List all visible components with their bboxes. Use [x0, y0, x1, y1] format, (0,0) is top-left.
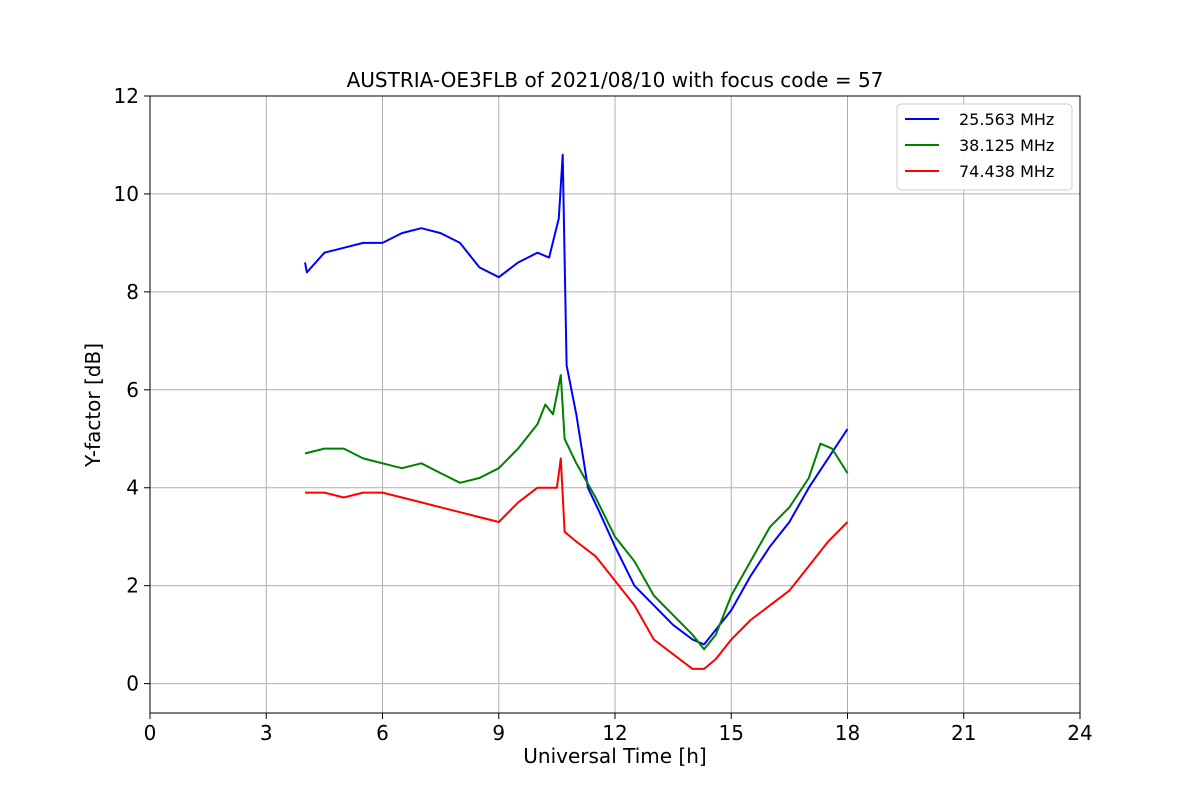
series-line-1: [304, 374, 849, 651]
legend-label: 74.438 MHz: [959, 162, 1054, 181]
legend-label: 25.563 MHz: [959, 110, 1054, 129]
x-tick-label: 24: [1067, 721, 1092, 745]
legend-box: [896, 103, 1073, 191]
y-tick-label: 10: [114, 182, 139, 206]
x-tick-label: 12: [602, 721, 627, 745]
x-tick-label: 9: [492, 721, 505, 745]
y-axis-label: Y-factor [dB]: [81, 343, 105, 468]
series-line-2: [305, 457, 849, 670]
x-axis-label: Universal Time [h]: [523, 744, 706, 768]
series-line-0: [304, 153, 849, 646]
y-tick-label: 6: [126, 378, 139, 402]
legend: 25.563 MHz 38.125 MHz 74.438 MHz: [896, 103, 1073, 191]
x-tick-label: 21: [951, 721, 976, 745]
x-tick-label: 15: [719, 721, 744, 745]
series-layer: [304, 153, 849, 670]
x-tick-label: 18: [835, 721, 860, 745]
y-tick-label: 2: [126, 574, 139, 598]
y-tick-label: 0: [126, 672, 139, 696]
x-tick-label: 0: [144, 721, 157, 745]
chart-title: AUSTRIA-OE3FLB of 2021/08/10 with focus …: [347, 68, 884, 92]
y-tick-label: 12: [114, 84, 139, 108]
y-tick-label: 8: [126, 280, 139, 304]
legend-label: 38.125 MHz: [959, 136, 1054, 155]
y-tick-label: 4: [126, 476, 139, 500]
x-tick-label: 6: [376, 721, 389, 745]
x-tick-label: 3: [260, 721, 273, 745]
